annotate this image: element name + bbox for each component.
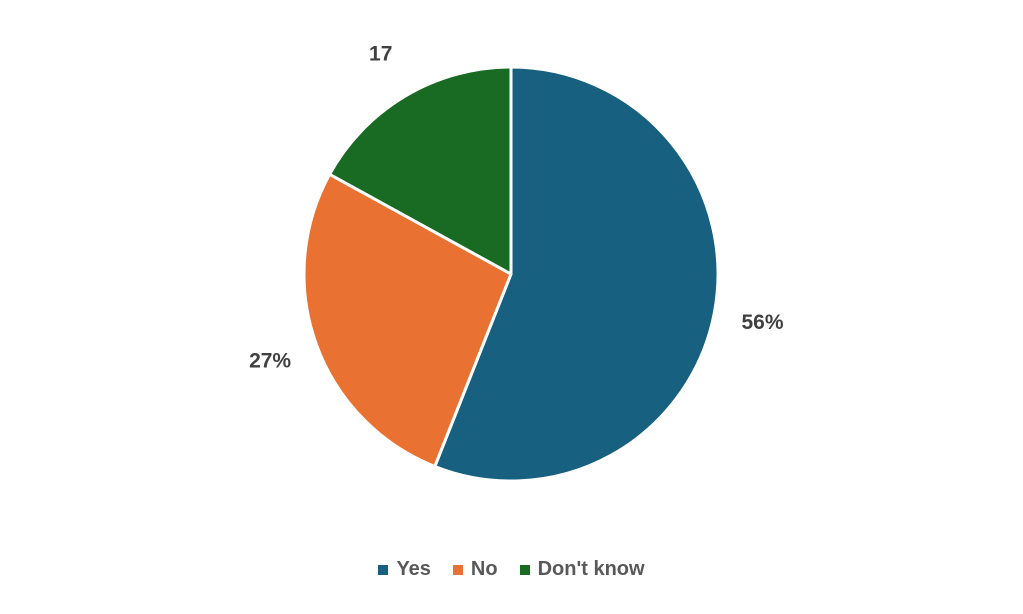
data-label-dont-know: 17 <box>369 43 392 66</box>
legend-swatch-no <box>452 564 463 575</box>
data-label-yes: 56% <box>741 311 783 334</box>
legend-label-yes: Yes <box>396 558 431 580</box>
legend-item-no: No <box>452 558 498 581</box>
pie-slice-yes <box>433 65 720 483</box>
legend-item-yes: Yes <box>378 558 431 581</box>
pie-data-labels: 56% 27% 17 <box>249 43 784 373</box>
pie-slices <box>302 65 720 483</box>
legend-label-no: No <box>470 558 498 580</box>
legend-swatch-yes <box>378 564 389 575</box>
data-label-no: 27% <box>249 350 291 373</box>
pie-slice-dont-know <box>328 65 513 276</box>
legend-item-dont-know: Don't know <box>519 558 645 581</box>
pie-slice-no <box>302 172 513 468</box>
legend: Yes No Don't know <box>0 558 1023 581</box>
legend-swatch-dont-know <box>519 564 530 575</box>
legend-label-dont-know: Don't know <box>537 558 645 580</box>
